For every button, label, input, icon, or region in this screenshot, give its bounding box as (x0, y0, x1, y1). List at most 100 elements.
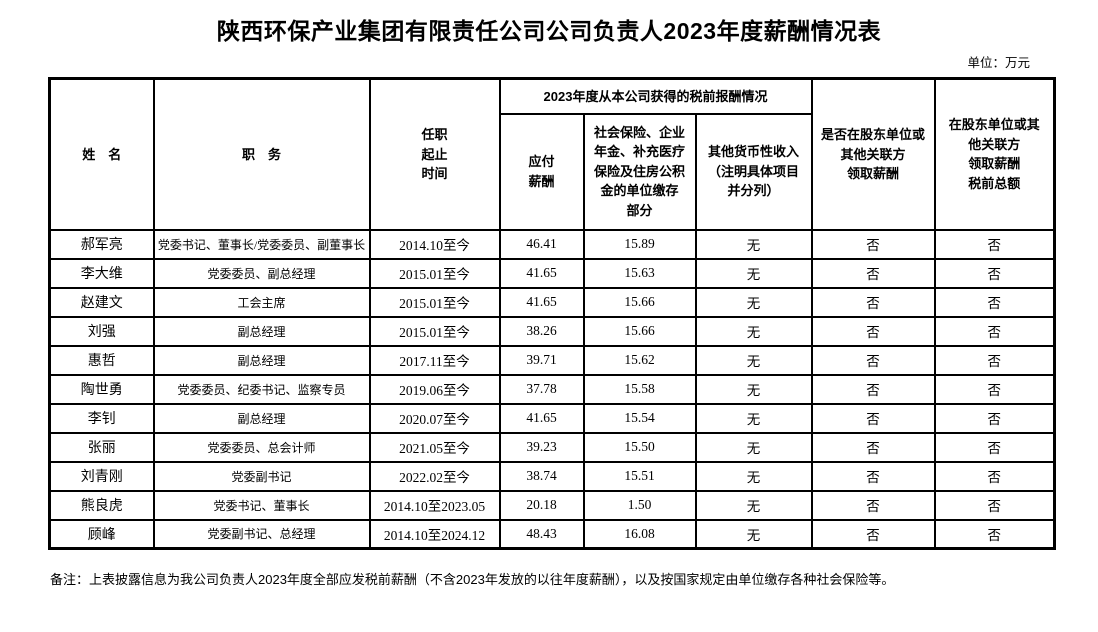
col-header-shareholder-total: 在股东单位或其 他关联方 领取薪酬 税前总额 (933, 77, 1056, 231)
cell-social-insurance: 15.62 (582, 344, 697, 376)
cell-name: 张丽 (48, 431, 155, 463)
cell-shareholder-paid: 否 (810, 315, 936, 347)
cell-position: 工会主席 (152, 286, 371, 318)
footnote: 备注：上表披露信息为我公司负责人2023年度全部应发税前薪酬（不含2023年发放… (50, 572, 895, 587)
cell-payable-salary: 38.74 (498, 460, 585, 492)
cell-shareholder-total: 否 (933, 460, 1056, 492)
cell-social-insurance: 15.54 (582, 402, 697, 434)
cell-position: 党委委员、总会计师 (152, 431, 371, 463)
cell-tenure: 2014.10至今 (368, 228, 501, 260)
cell-payable-salary: 48.43 (498, 518, 585, 550)
cell-other-income: 无 (694, 373, 813, 405)
col-header-position: 职 务 (152, 77, 371, 231)
cell-payable-salary: 41.65 (498, 257, 585, 289)
cell-social-insurance: 15.51 (582, 460, 697, 492)
cell-tenure: 2019.06至今 (368, 373, 501, 405)
cell-other-income: 无 (694, 315, 813, 347)
cell-position: 副总经理 (152, 315, 371, 347)
table-row: 顾峰 党委副书记、总经理 2014.10至2024.12 48.43 16.08… (48, 518, 1056, 550)
cell-shareholder-total: 否 (933, 344, 1056, 376)
cell-tenure: 2015.01至今 (368, 315, 501, 347)
cell-shareholder-total: 否 (933, 228, 1056, 260)
cell-shareholder-paid: 否 (810, 286, 936, 318)
cell-shareholder-total: 否 (933, 402, 1056, 434)
cell-tenure: 2014.10至2023.05 (368, 489, 501, 521)
table-body: 郝军亮 党委书记、董事长/党委委员、副董事长 2014.10至今 46.41 1… (48, 228, 1056, 550)
cell-shareholder-paid: 否 (810, 257, 936, 289)
table-row: 李大维 党委委员、副总经理 2015.01至今 41.65 15.63 无 否 … (48, 257, 1056, 289)
table-row: 赵建文 工会主席 2015.01至今 41.65 15.66 无 否 否 (48, 286, 1056, 318)
cell-social-insurance: 15.89 (582, 228, 697, 260)
cell-shareholder-total: 否 (933, 373, 1056, 405)
table-row: 刘青刚 党委副书记 2022.02至今 38.74 15.51 无 否 否 (48, 460, 1056, 492)
table-row: 陶世勇 党委委员、纪委书记、监察专员 2019.06至今 37.78 15.58… (48, 373, 1056, 405)
cell-position: 党委副书记 (152, 460, 371, 492)
col-header-shareholder-paid: 是否在股东单位或 其他关联方 领取薪酬 (810, 77, 936, 231)
cell-shareholder-total: 否 (933, 489, 1056, 521)
col-header-name: 姓 名 (48, 77, 155, 231)
cell-shareholder-paid: 否 (810, 431, 936, 463)
cell-position: 党委委员、纪委书记、监察专员 (152, 373, 371, 405)
cell-payable-salary: 46.41 (498, 228, 585, 260)
cell-tenure: 2020.07至今 (368, 402, 501, 434)
col-header-other-income: 其他货币性收入 （注明具体项目 并分列） (694, 112, 813, 231)
cell-shareholder-paid: 否 (810, 460, 936, 492)
cell-payable-salary: 37.78 (498, 373, 585, 405)
cell-social-insurance: 15.66 (582, 286, 697, 318)
cell-tenure: 2015.01至今 (368, 257, 501, 289)
table-row: 郝军亮 党委书记、董事长/党委委员、副董事长 2014.10至今 46.41 1… (48, 228, 1056, 260)
cell-name: 刘强 (48, 315, 155, 347)
cell-position: 副总经理 (152, 402, 371, 434)
col-header-payable: 应付 薪酬 (498, 112, 585, 231)
cell-name: 惠哲 (48, 344, 155, 376)
cell-position: 党委书记、董事长/党委委员、副董事长 (152, 228, 371, 260)
cell-payable-salary: 39.23 (498, 431, 585, 463)
cell-name: 顾峰 (48, 518, 155, 550)
col-header-pretax-group: 2023年度从本公司获得的税前报酬情况 (498, 77, 813, 115)
cell-name: 李钊 (48, 402, 155, 434)
cell-tenure: 2022.02至今 (368, 460, 501, 492)
cell-name: 刘青刚 (48, 460, 155, 492)
table-row: 张丽 党委委员、总会计师 2021.05至今 39.23 15.50 无 否 否 (48, 431, 1056, 463)
cell-position: 党委委员、副总经理 (152, 257, 371, 289)
cell-shareholder-paid: 否 (810, 489, 936, 521)
cell-other-income: 无 (694, 489, 813, 521)
cell-tenure: 2015.01至今 (368, 286, 501, 318)
cell-other-income: 无 (694, 257, 813, 289)
cell-shareholder-total: 否 (933, 518, 1056, 550)
cell-name: 郝军亮 (48, 228, 155, 260)
cell-social-insurance: 16.08 (582, 518, 697, 550)
unit-label: 单位：万元 (967, 56, 1030, 70)
cell-shareholder-paid: 否 (810, 344, 936, 376)
table-row: 刘强 副总经理 2015.01至今 38.26 15.66 无 否 否 (48, 315, 1056, 347)
cell-payable-salary: 39.71 (498, 344, 585, 376)
cell-payable-salary: 38.26 (498, 315, 585, 347)
cell-social-insurance: 15.58 (582, 373, 697, 405)
cell-payable-salary: 20.18 (498, 489, 585, 521)
cell-other-income: 无 (694, 460, 813, 492)
cell-other-income: 无 (694, 344, 813, 376)
cell-other-income: 无 (694, 518, 813, 550)
cell-payable-salary: 41.65 (498, 286, 585, 318)
cell-name: 熊良虎 (48, 489, 155, 521)
cell-social-insurance: 15.66 (582, 315, 697, 347)
cell-other-income: 无 (694, 228, 813, 260)
table-header: 姓 名 职 务 任职 起止 时间 2023年度从本公司获得的税前报酬情况 是否在… (48, 77, 1056, 231)
table-row: 惠哲 副总经理 2017.11至今 39.71 15.62 无 否 否 (48, 344, 1056, 376)
col-header-social-insurance: 社会保险、企业 年金、补充医疗 保险及住房公积 金的单位缴存 部分 (582, 112, 697, 231)
cell-tenure: 2014.10至2024.12 (368, 518, 501, 550)
cell-shareholder-total: 否 (933, 286, 1056, 318)
page-title: 陕西环保产业集团有限责任公司公司负责人2023年度薪酬情况表 (216, 18, 882, 44)
cell-shareholder-paid: 否 (810, 402, 936, 434)
salary-table: 姓 名 职 务 任职 起止 时间 2023年度从本公司获得的税前报酬情况 是否在… (48, 77, 1056, 550)
cell-position: 党委副书记、总经理 (152, 518, 371, 550)
cell-tenure: 2021.05至今 (368, 431, 501, 463)
cell-name: 赵建文 (48, 286, 155, 318)
cell-social-insurance: 15.63 (582, 257, 697, 289)
cell-tenure: 2017.11至今 (368, 344, 501, 376)
cell-shareholder-paid: 否 (810, 518, 936, 550)
cell-social-insurance: 15.50 (582, 431, 697, 463)
cell-shareholder-paid: 否 (810, 373, 936, 405)
cell-other-income: 无 (694, 402, 813, 434)
